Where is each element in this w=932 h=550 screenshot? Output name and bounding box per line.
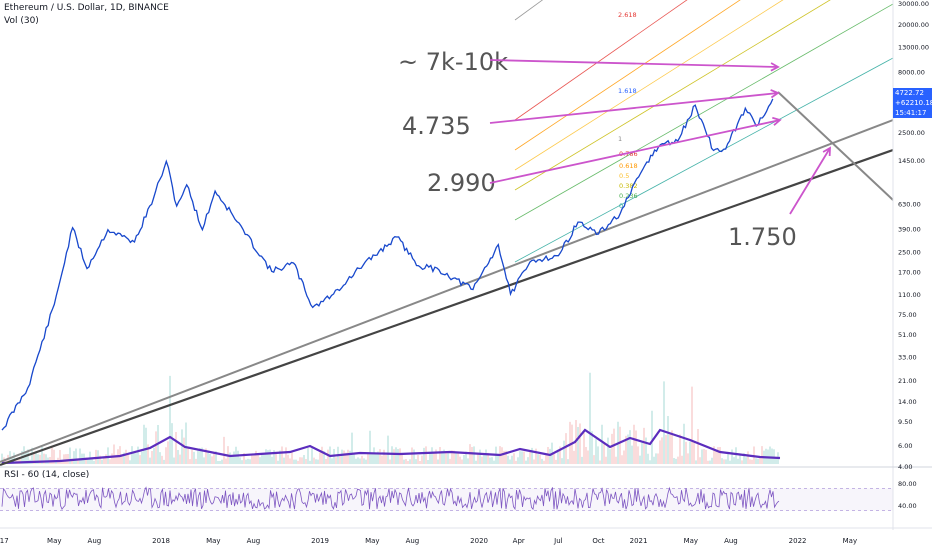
rsi-pane: 80.00 40.00 [0,480,917,511]
y-tick-label: 2500.00 [898,129,925,137]
y-tick-label: 630.00 [898,200,921,208]
x-tick-label: 2019 [311,537,329,545]
y-tick-label: 21.00 [898,377,917,385]
last-price: 4722.72 [895,89,924,97]
fib-label: 0.786 [619,150,638,158]
fib-fan: 2.618 1.618 1 0.786 0.618 0.5 0.382 0.236 0 [514,0,894,263]
annotation-arrow [489,92,779,124]
volume-bars [1,372,781,465]
y-tick-label: 14.00 [898,398,917,406]
x-tick-label: 2020 [470,537,488,545]
y-tick-label: 390.00 [898,225,921,233]
y-tick-label: 6.00 [898,442,912,450]
y-tick-label: 9.50 [898,418,912,426]
fib-label: 1.618 [618,87,637,95]
fib-label: 0 [619,202,623,210]
price-line [1,98,774,431]
annotation-label: 1.750 [728,223,797,251]
x-tick-label: Oct [592,537,604,545]
annotation-label: 2.990 [427,169,496,197]
fib-fan-line [514,0,688,121]
y-tick-label: 51.00 [898,331,917,339]
fib-label: 0.236 [619,192,638,200]
fib-fan-line [514,3,894,221]
x-tick-label: Jul [553,537,563,545]
fib-fan-line [514,57,894,263]
x-tick-label: May [47,537,61,545]
fib-label: 1 [618,135,622,143]
y-tick-label: 4.00 [898,463,912,471]
annotation-arrow [789,147,831,215]
x-tick-label: 2018 [152,537,170,545]
fib-fan-line [514,0,784,171]
annotation-arrowhead [772,116,782,126]
y-tick-label: 75.00 [898,311,917,319]
annotation-arrowhead [822,146,831,157]
y-tick-label: 110.00 [898,291,921,299]
fib-label: 2.618 [618,11,637,19]
fib-fan-line [514,0,831,191]
annotation-arrowhead [770,89,780,99]
x-tick-label: Aug [406,537,420,545]
annotation-label: ~ 7k-10k [398,48,508,76]
x-tick-label: 017 [0,537,9,545]
fib-label: 0.618 [619,162,638,170]
x-tick-label: May [365,537,379,545]
rsi-y-tick-label: 40.00 [898,502,917,510]
rsi-y-tick-label: 80.00 [898,480,917,488]
price-series [1,98,774,431]
y-tick-label: 33.00 [898,354,917,362]
symbol-title: Ethereum / U.S. Dollar, 1D, BINANCE [4,3,169,13]
fib-fan-line [514,0,544,21]
fib-label: 0.382 [619,182,638,190]
x-tick-label: Aug [247,537,261,545]
rsi-line [1,486,780,511]
x-tick-label: May [206,537,220,545]
annotation-arrow [489,119,781,184]
trend-line-lower [0,148,894,467]
annotation-label: 4.735 [402,112,471,140]
rsi-band [0,488,893,511]
price-change: +62210.18% [895,99,932,107]
y-tick-label: 1450.00 [898,157,925,165]
fib-label: 0.5 [619,172,629,180]
projection-line [777,91,894,201]
x-tick-label: Aug [724,537,738,545]
annotations: ~ 7k-10k 4.735 2.990 1.750 [398,48,831,251]
y-tick-label: 30000.00 [898,0,929,8]
x-tick-label: May [684,537,698,545]
last-price-tag: 4722.72 +62210.18% 15:41:17 [893,88,932,118]
x-tick-label: May [843,537,857,545]
volume-legend: Vol (30) [4,16,39,26]
y-tick-label: 13000.00 [898,43,929,51]
volume-ma-line [1,428,781,465]
annotation-arrow [489,59,779,68]
rsi-legend: RSI - 60 (14, close) [4,470,90,480]
x-tick-label: 2022 [789,537,807,545]
trend-line-upper [0,119,894,463]
x-tick-label: 2021 [630,537,648,545]
bar-countdown: 15:41:17 [895,109,927,117]
y-tick-label: 20000.00 [898,21,929,29]
fib-fan-line [514,0,741,151]
x-tick-label: Aug [88,537,102,545]
annotation-arrowhead [770,62,780,72]
trend-lines [0,91,894,467]
y-tick-label: 170.00 [898,268,921,276]
y-tick-label: 8000.00 [898,69,925,77]
x-tick-label: Apr [513,537,525,545]
y-tick-label: 250.00 [898,248,921,256]
